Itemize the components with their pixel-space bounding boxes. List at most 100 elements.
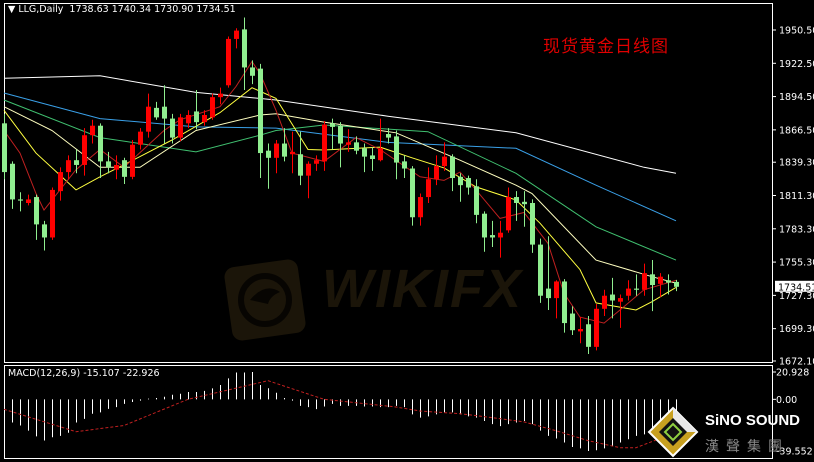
candle-body <box>50 189 55 238</box>
price-tick-label: 1839.30 <box>779 158 814 169</box>
candle-body <box>290 151 295 155</box>
candle-body <box>594 308 599 347</box>
open-value: 1738.63 <box>69 4 109 15</box>
candle-body <box>666 280 671 283</box>
macd-tick-label: 20.928 <box>776 368 809 379</box>
candle-body <box>466 178 471 188</box>
candle-body <box>226 38 231 86</box>
watermark-logo <box>224 259 306 341</box>
candle-body <box>458 176 463 186</box>
candle-body <box>482 213 487 238</box>
candle-body <box>130 144 135 177</box>
brand-chinese-name: 漢聲集團 <box>705 439 789 455</box>
candle-body <box>570 313 575 331</box>
candle-body <box>106 161 111 168</box>
candle-body <box>154 107 159 118</box>
candle-body <box>82 135 87 165</box>
candle-body <box>442 156 447 167</box>
candle-body <box>674 281 679 287</box>
price-axis: 1950.50 1922.50 1894.50 1866.50 1839.30 1811.… <box>772 26 814 368</box>
candle-body <box>66 160 71 173</box>
candle-body <box>314 160 319 164</box>
candle-body <box>298 154 303 176</box>
menu-triangle-icon[interactable]: ▼ <box>8 4 16 15</box>
candle-body <box>386 134 391 138</box>
candle-body <box>338 125 343 144</box>
candle-body <box>514 197 519 203</box>
candle-body <box>434 166 439 180</box>
macd-header: MACD(12,26,9) -15.107 -22.926 <box>8 368 160 379</box>
macd-panel-frame <box>4 365 773 459</box>
macd-tick-label: -39.552 <box>776 447 813 458</box>
candle-body <box>146 106 151 132</box>
candle-body <box>306 163 311 176</box>
candle-body <box>194 111 199 123</box>
price-tick-label: 1950.50 <box>779 26 814 37</box>
candle-body <box>218 93 223 98</box>
price-tick-label: 1727.30 <box>779 291 814 302</box>
candle-body <box>626 288 631 296</box>
candle-body <box>250 67 255 76</box>
candle-body <box>322 124 327 162</box>
candle-body <box>578 329 583 332</box>
price-tick-label: 1922.50 <box>779 59 814 70</box>
candle-body <box>586 324 591 347</box>
candle-body <box>258 68 263 154</box>
price-tick-label: 1755.30 <box>779 258 814 269</box>
macd-axis: 20.928 0.00 -39.552 <box>772 368 813 458</box>
candle-body <box>186 115 191 124</box>
symbol-timeframe: LLG,Daily <box>18 4 64 15</box>
price-tick-label: 1783.30 <box>779 224 814 235</box>
candle-body <box>170 118 175 138</box>
candle-body <box>98 125 103 162</box>
candle-body <box>138 131 143 145</box>
candle-body <box>274 143 279 158</box>
candle-body <box>402 161 407 169</box>
candle-body <box>266 150 271 158</box>
candle-body <box>346 142 351 145</box>
macd-indicator <box>3 372 677 451</box>
candle-body <box>634 288 639 290</box>
candle-body <box>522 201 527 205</box>
low-value: 1730.90 <box>154 4 194 15</box>
watermark-text: WIKIFX <box>322 259 523 319</box>
candle-body <box>658 276 663 284</box>
price-tick-label: 1866.50 <box>779 125 814 136</box>
main-panel-frame <box>4 3 773 363</box>
candle-body <box>234 30 239 39</box>
candle-body <box>330 123 335 127</box>
candle-body <box>354 142 359 151</box>
candle-body <box>506 197 511 231</box>
candle-body <box>362 148 367 157</box>
signal-value: -22.926 <box>122 368 160 379</box>
candle-body <box>418 197 423 218</box>
candle-body <box>562 281 567 324</box>
candle-body <box>26 199 31 203</box>
moving-average-line-0 <box>3 75 677 174</box>
candle-body <box>490 235 495 238</box>
candle-body <box>282 143 287 157</box>
candle-body <box>178 117 183 138</box>
macd-signal-line <box>3 380 677 449</box>
chart-header: ▼ LLG,Daily 1738.63 1740.34 1730.90 1734… <box>8 4 236 15</box>
candle-body <box>610 294 615 301</box>
candle-body <box>426 179 431 198</box>
candle-body <box>554 281 559 299</box>
candle-body <box>202 115 207 123</box>
macd-tick-label: 0.00 <box>776 395 797 406</box>
candle-body <box>114 164 119 170</box>
high-value: 1740.34 <box>111 4 152 15</box>
candle-body <box>34 197 39 225</box>
macd-label: MACD(12,26,9) <box>8 368 81 379</box>
candle-body <box>394 136 399 163</box>
candle-body <box>538 244 543 296</box>
candle-body <box>122 160 127 177</box>
candle-body <box>74 160 79 165</box>
candle-body <box>90 125 95 136</box>
close-value: 1734.51 <box>196 4 236 15</box>
macd-value: -15.107 <box>83 368 120 379</box>
candle-body <box>370 155 375 159</box>
candle-body <box>602 295 607 309</box>
sino-sound-logo-icon <box>647 406 699 458</box>
price-tick-label: 1672.10 <box>779 357 814 368</box>
